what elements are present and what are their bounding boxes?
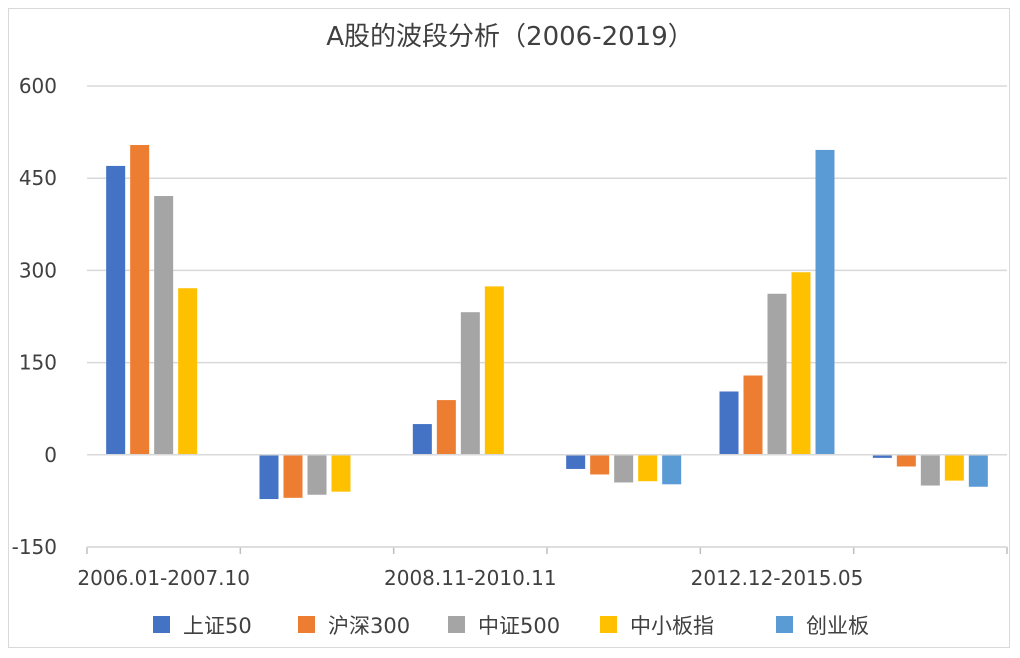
bars bbox=[106, 145, 988, 500]
legend-swatch bbox=[448, 616, 465, 633]
bar bbox=[920, 454, 940, 486]
bar bbox=[259, 454, 279, 500]
x-axis bbox=[86, 454, 1008, 554]
x-tick-label: 2012.12-2015.05 bbox=[691, 566, 864, 590]
bar bbox=[566, 454, 586, 469]
bar bbox=[614, 454, 634, 483]
bar bbox=[791, 272, 811, 455]
bar bbox=[484, 286, 504, 455]
legend-label: 中证500 bbox=[478, 614, 560, 638]
bar bbox=[130, 145, 150, 455]
bar bbox=[767, 293, 787, 455]
y-tick-label: 0 bbox=[44, 443, 57, 467]
bar bbox=[436, 400, 456, 455]
legend-swatch bbox=[776, 616, 793, 633]
x-tick-label: 2006.01-2007.10 bbox=[77, 566, 250, 590]
bar bbox=[872, 454, 892, 458]
bar bbox=[412, 424, 432, 455]
chart-frame: A股的波段分析（2006-2019） -150 0 150 300 450 600 200… bbox=[8, 8, 1010, 648]
y-axis-ticks: -150 0 150 300 450 600 bbox=[12, 74, 57, 559]
legend-swatch bbox=[298, 616, 315, 633]
bar bbox=[154, 196, 174, 455]
legend-swatch bbox=[153, 616, 170, 633]
y-tick-label: 600 bbox=[19, 74, 57, 98]
legend-label: 中小板指 bbox=[630, 614, 714, 638]
y-tick-label: 450 bbox=[19, 166, 57, 190]
legend: 上证50 沪深300 中证500 中小板指 创业板 bbox=[153, 614, 869, 638]
bar bbox=[743, 375, 763, 455]
bar bbox=[719, 391, 739, 455]
x-tick-label: 2008.11-2010.11 bbox=[384, 566, 557, 590]
y-tick-label: 150 bbox=[19, 351, 57, 375]
legend-swatch bbox=[600, 616, 617, 633]
bar bbox=[590, 454, 610, 475]
bar bbox=[896, 454, 916, 467]
gridlines bbox=[87, 85, 1007, 548]
bar bbox=[283, 454, 303, 498]
legend-label: 创业板 bbox=[806, 614, 869, 638]
legend-label: 沪深300 bbox=[328, 614, 410, 638]
bar bbox=[815, 149, 835, 455]
bar bbox=[460, 312, 480, 455]
bar bbox=[968, 454, 988, 487]
bar bbox=[638, 454, 658, 482]
chart-title: A股的波段分析（2006-2019） bbox=[326, 22, 694, 52]
y-tick-label: 300 bbox=[19, 258, 57, 282]
x-axis-ticks: 2006.01-2007.10 2008.11-2010.11 2012.12-20… bbox=[77, 566, 863, 590]
legend-label: 上证50 bbox=[183, 614, 252, 638]
bar bbox=[662, 454, 682, 485]
bar bbox=[178, 288, 198, 455]
bar bbox=[944, 454, 964, 481]
bar bbox=[106, 165, 126, 455]
y-tick-label: -150 bbox=[12, 535, 57, 559]
bar-chart: A股的波段分析（2006-2019） -150 0 150 300 450 600 200… bbox=[12, 22, 1008, 638]
bar bbox=[331, 454, 351, 492]
bar bbox=[307, 454, 327, 495]
